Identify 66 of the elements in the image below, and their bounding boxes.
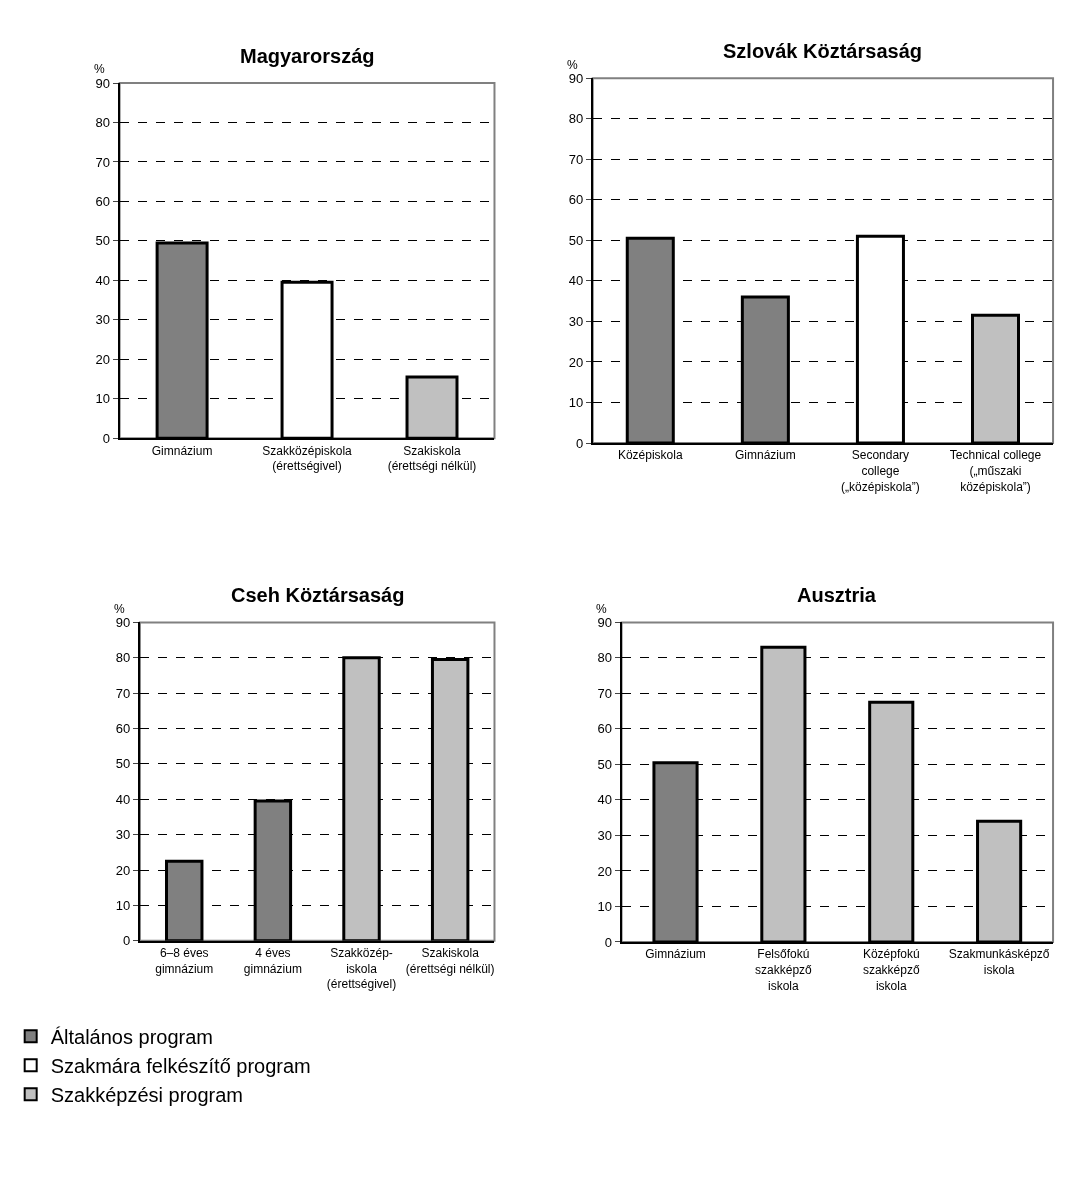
y-tick-label: 90 xyxy=(95,75,111,91)
y-tick-label: 40 xyxy=(568,273,584,289)
y-tick-label: 80 xyxy=(95,115,111,131)
y-tick-label: 90 xyxy=(115,614,131,630)
x-tick-label: Szakmunkásképző iskola xyxy=(948,947,1050,977)
y-tick-label: 20 xyxy=(568,354,584,370)
x-tick-label: Felsőfokú szakképző iskola xyxy=(755,947,813,993)
x-tick-label: 4 éves gimnázium xyxy=(243,946,302,976)
y-tick-label: 30 xyxy=(115,827,131,843)
y-tick-label: 50 xyxy=(95,233,111,249)
y-tick-label: 20 xyxy=(95,351,111,367)
y-tick-label: 10 xyxy=(115,897,131,913)
y-tick-label: 90 xyxy=(568,70,584,86)
y-tick-label: 0 xyxy=(123,933,131,949)
chart-title: Szlovák Köztársaság xyxy=(723,40,922,62)
y-tick-label: 70 xyxy=(568,151,584,167)
x-tick-label: Secondary college („középiskola”) xyxy=(841,448,920,494)
chart-title: Ausztria xyxy=(797,584,877,606)
x-tick-label: Középfokú szakképző iskola xyxy=(862,947,920,993)
y-tick-label: 70 xyxy=(597,685,612,701)
legend-label: Általános program xyxy=(50,1026,213,1049)
y-tick-label: 10 xyxy=(95,391,111,407)
y-tick-label: 60 xyxy=(597,721,612,737)
y-tick-label: 0 xyxy=(102,430,111,446)
y-tick-label: 70 xyxy=(95,154,111,170)
y-tick-label: 50 xyxy=(115,756,131,772)
y-tick-label: 30 xyxy=(568,313,584,329)
chart-title: Magyarország xyxy=(240,45,375,67)
y-tick-label: 60 xyxy=(115,721,131,737)
legend-label: Szakmára felkészítő program xyxy=(50,1055,311,1078)
x-tick-label: Technical college („műszaki középiskola”) xyxy=(949,448,1042,494)
y-tick-label: 50 xyxy=(568,232,584,248)
y-tick-label: 40 xyxy=(95,272,111,288)
y-tick-label: 10 xyxy=(568,395,584,411)
y-tick-label: 60 xyxy=(95,193,111,209)
y-axis-title: % xyxy=(596,602,607,616)
y-axis-title: % xyxy=(94,62,105,76)
x-tick-label: Szakközép- iskola (érettségivel) xyxy=(326,946,397,992)
x-tick-label: Szakközépiskola (érettségivel) xyxy=(262,443,353,474)
x-tick-label: Szakiskola (érettségi nélkül) xyxy=(387,443,477,474)
y-axis-title: % xyxy=(114,602,125,616)
y-tick-label: 50 xyxy=(597,756,612,772)
y-tick-label: 80 xyxy=(115,650,131,666)
y-tick-label: 80 xyxy=(568,111,584,127)
x-tick-label: Szakiskola (érettségi nélkül) xyxy=(405,946,495,976)
y-tick-label: 0 xyxy=(575,435,584,451)
x-tick-label: Gimnázium xyxy=(735,448,796,463)
y-tick-label: 20 xyxy=(597,863,612,879)
y-axis-title: % xyxy=(567,58,578,72)
y-tick-label: 80 xyxy=(597,650,612,666)
y-tick-label: 40 xyxy=(597,792,612,808)
y-tick-label: 10 xyxy=(597,898,612,914)
x-tick-label: Gimnázium xyxy=(645,947,706,962)
y-tick-label: 0 xyxy=(604,934,612,950)
y-tick-label: 60 xyxy=(568,192,584,208)
legend-label: Szakképzési program xyxy=(50,1084,243,1107)
x-tick-label: Gimnázium xyxy=(151,443,213,458)
x-tick-label: 6–8 éves gimnázium xyxy=(155,946,214,976)
chart-title: Cseh Köztársaság xyxy=(231,584,405,606)
y-tick-label: 30 xyxy=(95,312,111,328)
y-tick-label: 30 xyxy=(597,827,612,843)
x-tick-label: Középiskola xyxy=(617,448,683,463)
y-tick-label: 70 xyxy=(115,685,131,701)
y-tick-label: 20 xyxy=(115,862,131,878)
y-tick-label: 40 xyxy=(115,791,131,807)
y-tick-label: 90 xyxy=(597,614,612,630)
